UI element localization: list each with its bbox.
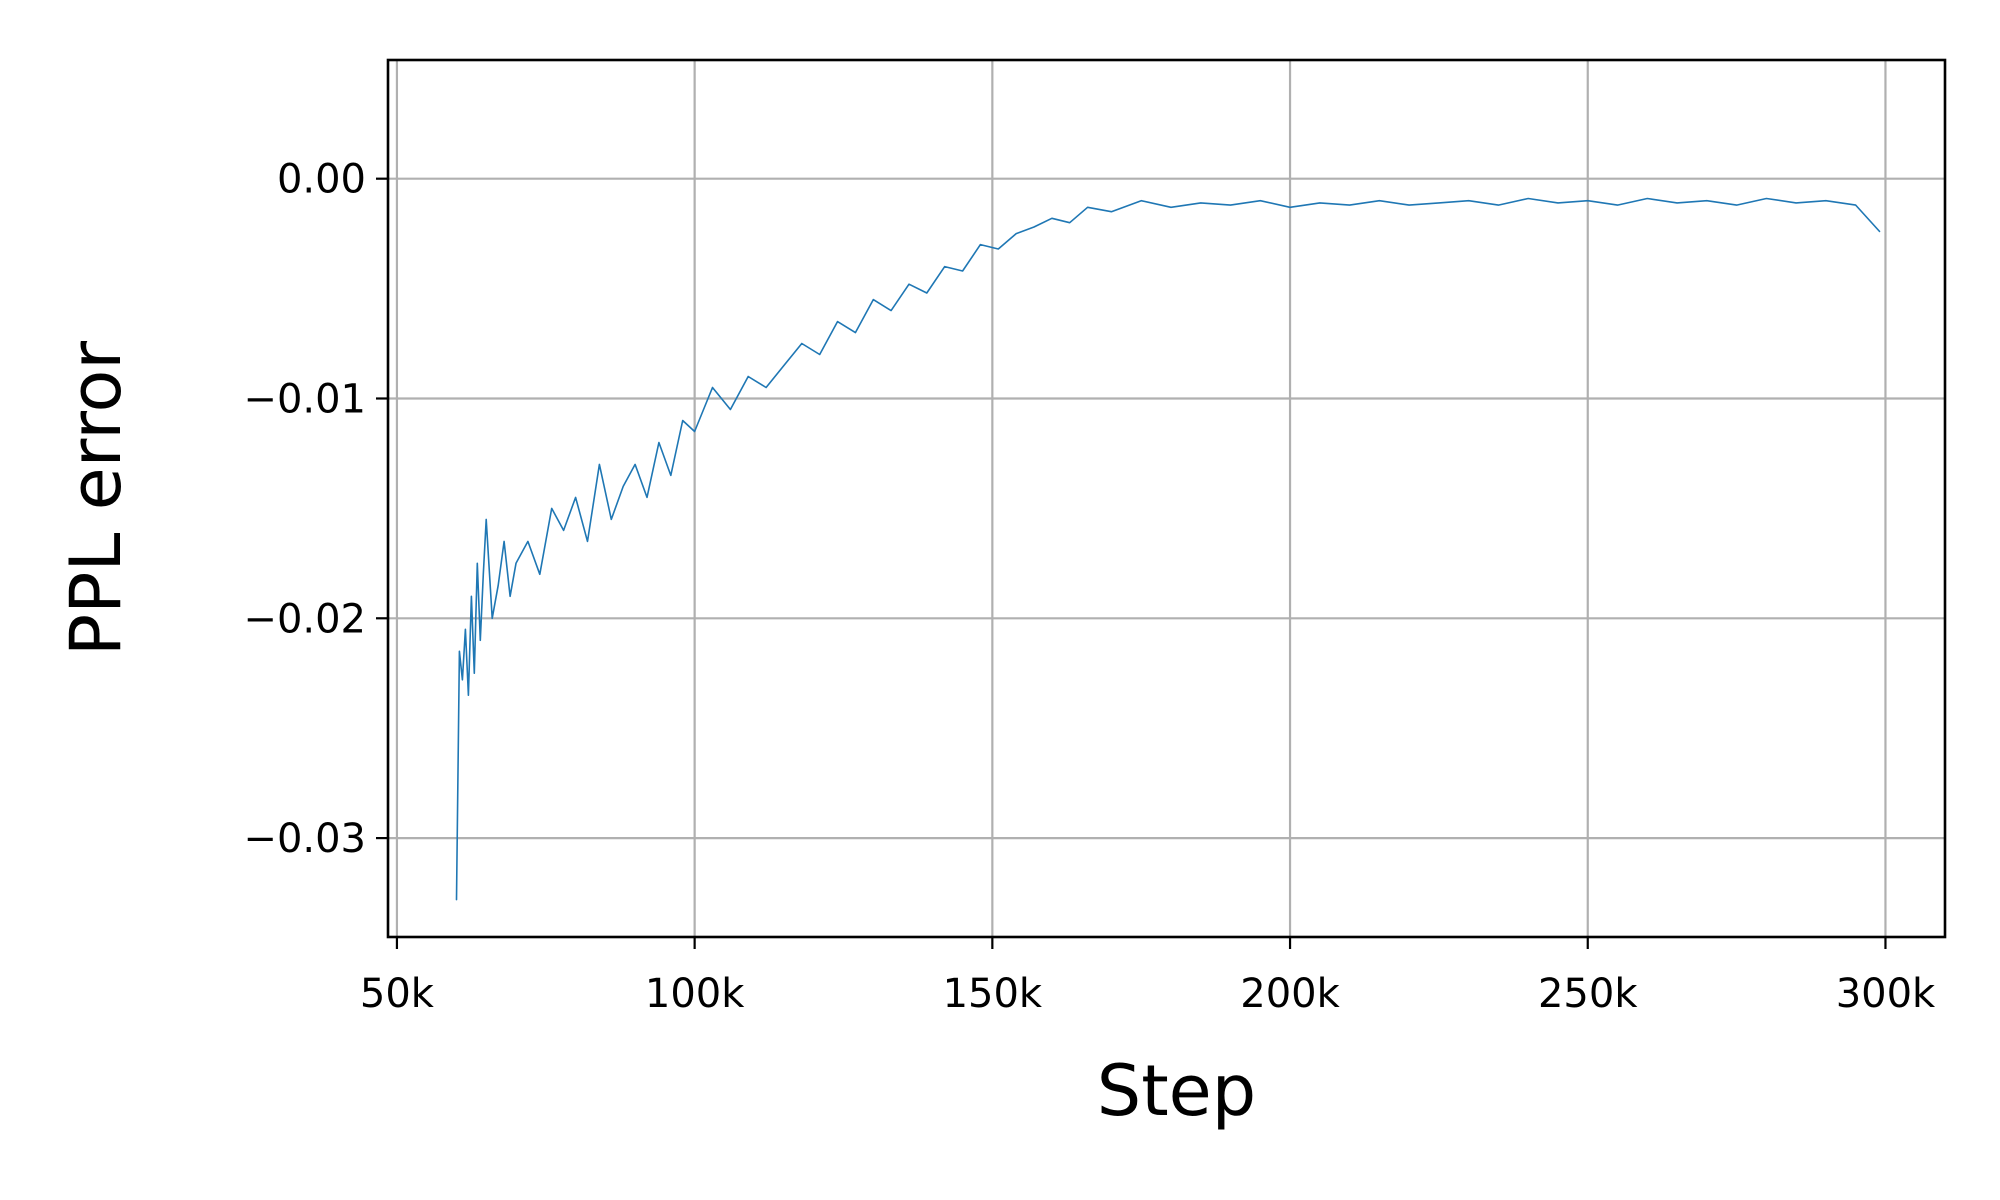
y-tick-label: −0.01: [243, 376, 366, 422]
y-tick-label: 0.00: [277, 157, 366, 203]
x-tick-label: 200k: [1240, 971, 1340, 1017]
y-axis-title: PPL error: [55, 341, 137, 656]
axis-ticks: 50k 100k 150k 200k 250k 300k 0.00 −0.01 −0.02 −0.…: [243, 157, 1936, 1017]
series-line: [455, 197, 1881, 901]
x-tick-label: 100k: [645, 971, 745, 1017]
x-tick-label: 150k: [943, 971, 1043, 1017]
x-tick-label: 250k: [1538, 971, 1638, 1017]
x-axis-title: Step: [1097, 1050, 1256, 1132]
x-tick-label: 300k: [1836, 971, 1936, 1017]
series-group: [455, 197, 1881, 901]
x-tick-label: 50k: [360, 971, 435, 1017]
plot-area-frame: [386, 58, 1947, 939]
y-tick-label: −0.03: [243, 816, 366, 862]
y-tick-label: −0.02: [243, 596, 366, 642]
grid: [388, 60, 1945, 937]
